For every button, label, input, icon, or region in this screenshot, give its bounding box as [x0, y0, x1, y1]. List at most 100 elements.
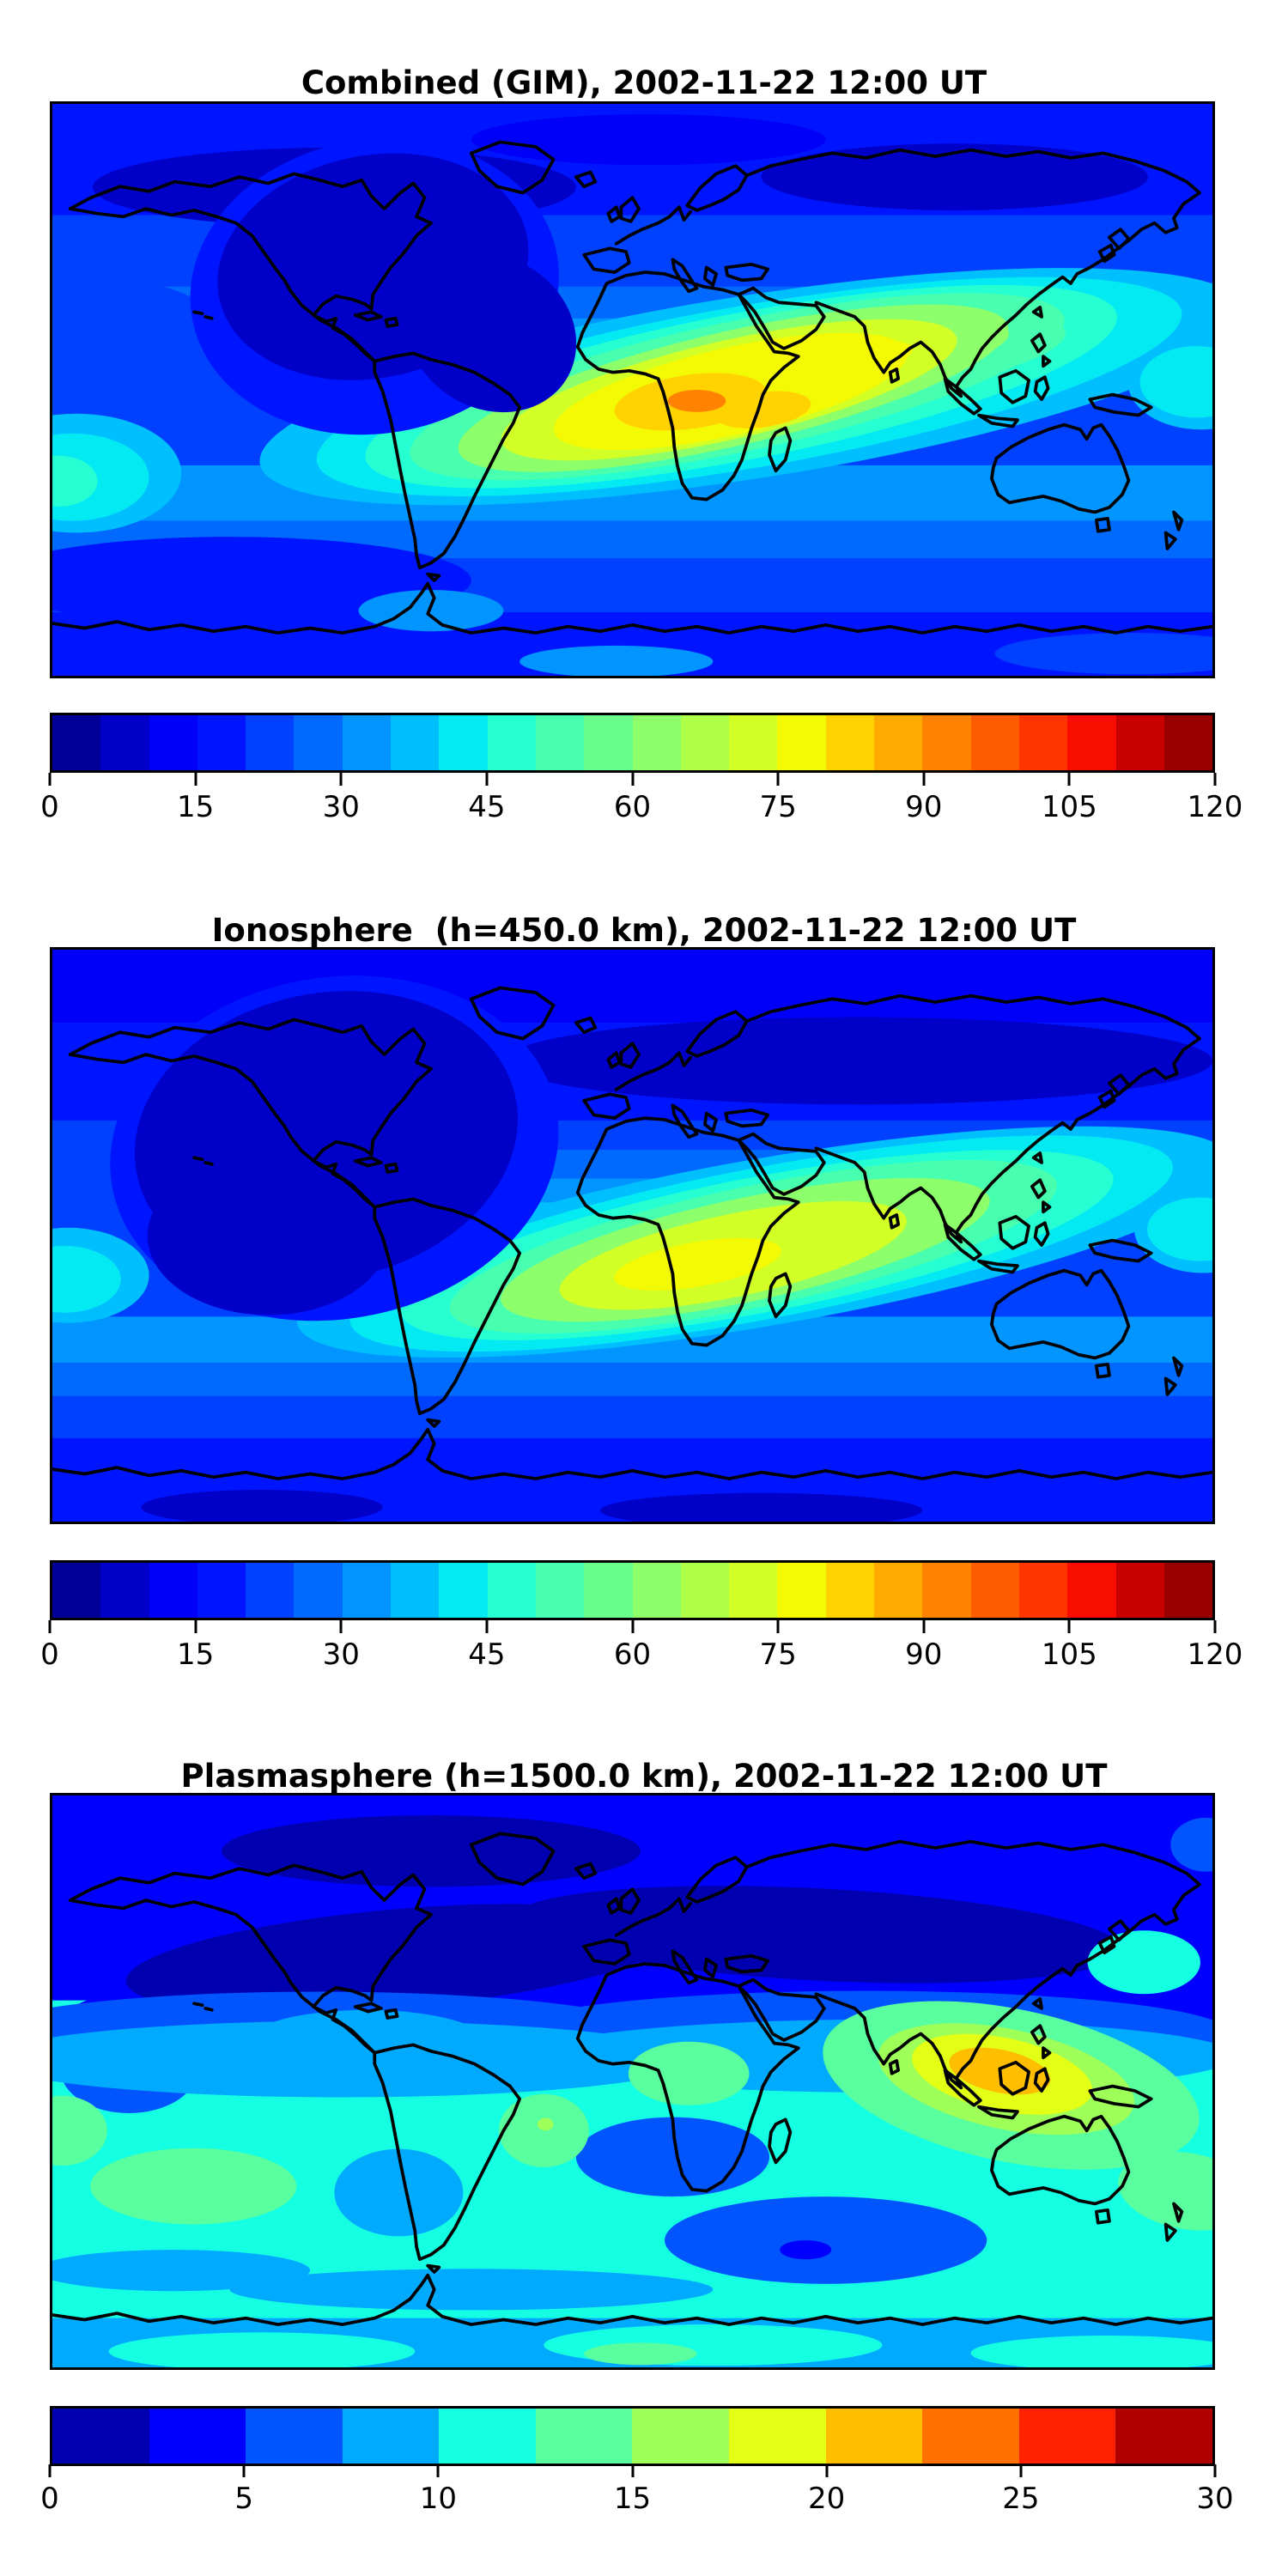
colorbar-tick-label: 0 [40, 1637, 59, 1672]
colorbar-tick-label: 75 [759, 790, 797, 824]
colorbar-tick-label: 10 [419, 2482, 457, 2516]
colorbar-segment [729, 715, 778, 770]
colorbar-segment [1115, 2409, 1212, 2464]
colorbar-tick-label: 30 [322, 790, 360, 824]
colorbar-ionosphere [50, 1560, 1215, 1620]
colorbar-segment [729, 1563, 778, 1618]
colorbar-tick-mark [631, 2464, 634, 2477]
map-plasmasphere [50, 1793, 1215, 2370]
colorbar-tick-mark [1213, 773, 1217, 786]
colorbar-plasmasphere [50, 2406, 1215, 2466]
colorbar-tick-mark [776, 1620, 780, 1633]
colorbar-tick-label: 60 [613, 1637, 652, 1672]
colorbar-segment [922, 1563, 971, 1618]
colorbar-tick-mark [922, 773, 926, 786]
colorbar-tick-mark [922, 1620, 926, 1633]
colorbar-tick-label: 45 [468, 1637, 506, 1672]
colorbar-tick-label: 5 [234, 2482, 253, 2516]
colorbar-tick-mark [339, 773, 343, 786]
colorbar-tick-label: 15 [613, 2482, 652, 2516]
colorbar-tick-label: 30 [1196, 2482, 1234, 2516]
colorbar-tick-mark [1067, 773, 1071, 786]
colorbar-tick-mark [436, 2464, 440, 2477]
colorbar-segment [1067, 1563, 1116, 1618]
colorbar-segment [439, 1563, 488, 1618]
colorbar-segment [680, 1563, 730, 1618]
colorbar-tick-label: 90 [905, 1637, 943, 1672]
colorbar-segment [1115, 1563, 1164, 1618]
colorbar-segment [246, 715, 295, 770]
colorbar-segment [535, 715, 585, 770]
colorbar-segment [584, 715, 633, 770]
colorbar-segment [632, 2409, 730, 2464]
colorbar-segment [342, 2409, 440, 2464]
colorbar-segment [1067, 715, 1116, 770]
colorbar-tick-label: 15 [176, 790, 215, 824]
colorbar-segment [970, 715, 1019, 770]
contour-bands [52, 104, 1212, 676]
colorbar-segment [149, 1563, 197, 1618]
colorbar-tick-mark [1213, 2464, 1217, 2477]
colorbar-segment [197, 1563, 246, 1618]
colorbar-segment [487, 715, 536, 770]
colorbar-tick-label: 105 [1041, 790, 1097, 824]
colorbar-segment [922, 2409, 1019, 2464]
colorbar-segment [922, 715, 971, 770]
colorbar-segment [439, 2409, 536, 2464]
colorbar-plasmasphere-ticks: 0 5 10 15 20 25 30 [40, 2464, 1234, 2519]
colorbar-segment [535, 1563, 585, 1618]
colorbar-segment [874, 715, 923, 770]
map-combined-image [52, 104, 1212, 676]
colorbar-segment [825, 2409, 923, 2464]
colorbar-segment [584, 1563, 633, 1618]
colorbar-tick-label: 60 [613, 790, 652, 824]
colorbar-ionosphere-ticks: 0 15 30 45 60 75 90 105 120 [40, 1620, 1242, 1675]
colorbar-segment [342, 715, 392, 770]
colorbar-tick-mark [485, 773, 489, 786]
colorbar-segment [294, 1563, 343, 1618]
colorbar-segment [1018, 2409, 1116, 2464]
colorbar-segment [1115, 715, 1164, 770]
colorbar-tick-mark [48, 1620, 52, 1633]
colorbar-tick-label: 120 [1187, 1637, 1243, 1672]
colorbar-tick-mark [631, 1620, 634, 1633]
colorbar-segment [439, 715, 488, 770]
colorbar-segment [294, 715, 343, 770]
colorbar-tick-label: 15 [176, 1637, 215, 1672]
colorbar-combined-ticks: 0 15 30 45 60 75 90 105 120 [40, 773, 1242, 828]
colorbar-tick-mark [242, 2464, 246, 2477]
colorbar-tick-label: 75 [759, 1637, 797, 1672]
colorbar-segment [100, 715, 149, 770]
colorbar-tick-mark [1213, 1620, 1217, 1633]
panel-title-combined: Combined (GIM), 2002-11-22 12:00 UT [301, 64, 987, 101]
colorbar-segment [487, 1563, 536, 1618]
colorbar-segment [52, 1563, 101, 1618]
colorbar-segment [197, 715, 246, 770]
map-combined [50, 101, 1215, 678]
colorbar-segment [1018, 1563, 1068, 1618]
colorbar-segment [52, 715, 101, 770]
colorbar-segment [825, 1563, 875, 1618]
colorbar-segment [149, 2409, 246, 2464]
map-ionosphere-image [52, 950, 1212, 1522]
colorbar-segment [100, 1563, 149, 1618]
colorbar-tick-label: 45 [468, 790, 506, 824]
colorbar-tick-label: 105 [1041, 1637, 1097, 1672]
colorbar-combined [50, 713, 1215, 773]
colorbar-tick-mark [1019, 2464, 1023, 2477]
colorbar-segment [342, 1563, 392, 1618]
colorbar-segment [1163, 715, 1212, 770]
colorbar-tick-label: 25 [1002, 2482, 1040, 2516]
colorbar-tick-mark [1067, 1620, 1071, 1633]
colorbar-tick-mark [48, 773, 52, 786]
colorbar-tick-label: 0 [40, 2482, 59, 2516]
colorbar-tick-mark [825, 2464, 829, 2477]
colorbar-tick-mark [339, 1620, 343, 1633]
colorbar-segment [149, 715, 197, 770]
colorbar-tick-mark [194, 773, 197, 786]
colorbar-segment [52, 2409, 149, 2464]
colorbar-tick-mark [776, 773, 780, 786]
colorbar-tick-mark [48, 2464, 52, 2477]
contour-bands [52, 950, 1212, 1522]
